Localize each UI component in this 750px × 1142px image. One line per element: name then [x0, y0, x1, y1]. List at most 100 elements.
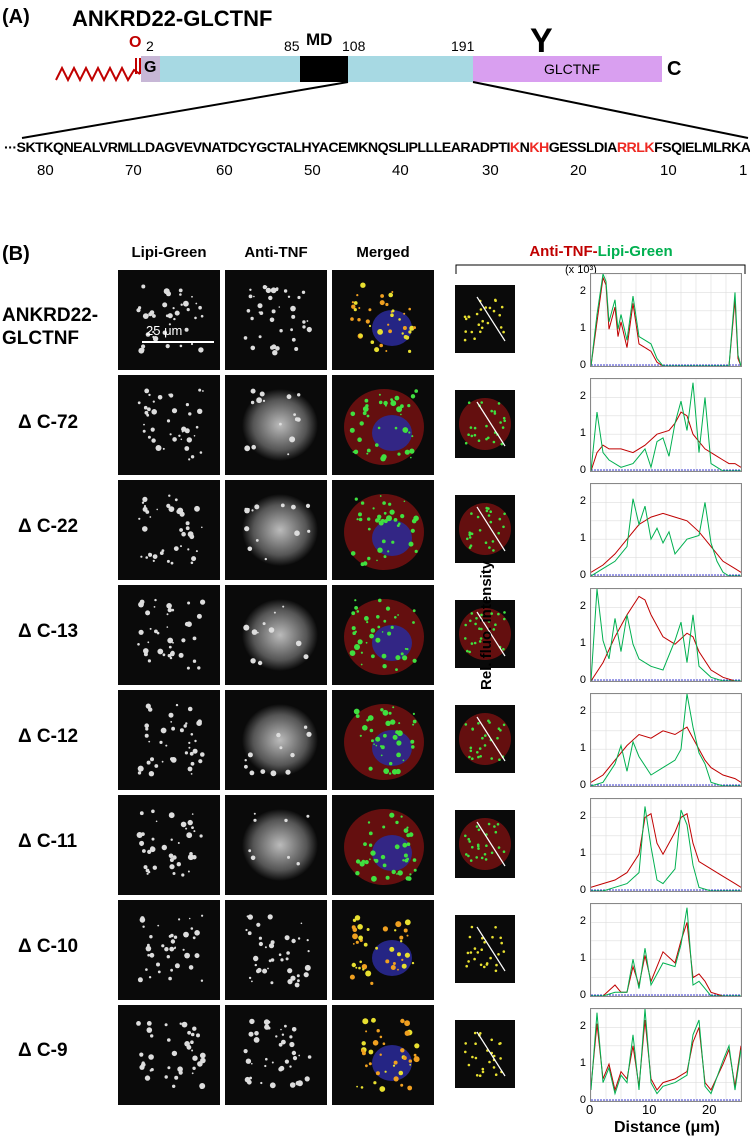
- seq-seg-6: FSQIELMLRKAL: [654, 140, 750, 156]
- profile-plot-svg-0: [590, 272, 742, 367]
- ytick-label: 0: [579, 569, 586, 581]
- row-label-0: ANKRD22- GLCTNF: [2, 304, 98, 350]
- profile-header: Anti-TNF-Lipi-Green: [455, 243, 747, 260]
- c-terminus-label: C: [667, 58, 682, 80]
- zoom-line-left: [21, 81, 349, 139]
- g-residue-box: [141, 56, 160, 82]
- ytick-label: 2: [579, 705, 586, 718]
- micrograph-merged-row-5: [332, 795, 434, 895]
- lipi-series-line-3: [590, 588, 741, 682]
- pos-191: 191: [451, 38, 475, 54]
- profile-plot-3: [590, 588, 742, 682]
- lipi-series-line-7: [590, 1008, 742, 1096]
- lipi-series-line-1: [590, 382, 741, 472]
- y-axis-label: Rel. fluo. intensity: [478, 560, 495, 690]
- ytick-label: 0: [579, 989, 586, 1001]
- micrograph-lipi-green-row-5: [118, 795, 220, 895]
- micrograph-anti-tnf-row-6: [225, 900, 327, 1000]
- row-label-2: Δ C-22: [18, 516, 79, 537]
- seq-num-1: 1: [739, 162, 748, 179]
- ytick-label: 0: [579, 779, 586, 791]
- profile-header-tnf: Anti-TNF-: [529, 243, 598, 260]
- row-label-6: Δ C-10: [18, 936, 79, 957]
- ytick-label: 1: [579, 952, 586, 965]
- seq-num-80: 80: [37, 162, 54, 179]
- ytick-label: 2: [579, 810, 586, 823]
- profile-bracket: [455, 264, 746, 274]
- sequence-prefix: ···: [4, 140, 17, 156]
- micrograph-merged-row-3: [332, 585, 434, 685]
- roi-image-row-4: [455, 705, 515, 773]
- micrograph-anti-tnf-row-5: [225, 795, 327, 895]
- profile-plot-svg-6: [590, 903, 742, 997]
- seq-seg-5: RRLK: [616, 140, 655, 156]
- panel-b-label: (B): [2, 243, 30, 265]
- scale-bar-label: 25 μm: [146, 323, 183, 338]
- ankrd22-domain: [160, 56, 300, 82]
- row-label-5: Δ C-11: [18, 831, 78, 852]
- pos-2: 2: [146, 38, 154, 54]
- ytick-label: 0: [579, 464, 586, 476]
- zoom-line-right: [472, 81, 749, 139]
- glycosylation-y-label: Y: [530, 22, 553, 60]
- construct-title: ANKRD22-GLCTNF: [72, 6, 273, 31]
- micrograph-lipi-green-row-6: [118, 900, 220, 1000]
- ytick-label: 2: [579, 390, 586, 403]
- seq-seg-3: KH: [529, 140, 549, 156]
- g-label: G: [144, 59, 157, 76]
- micrograph-anti-tnf-row-0: [225, 270, 327, 370]
- micrograph-lipi-green-row-1: [118, 375, 220, 475]
- seq-num-70: 70: [125, 162, 142, 179]
- micrograph-merged-row-1: [332, 375, 434, 475]
- ytick-label: 1: [579, 847, 586, 860]
- seq-num-40: 40: [392, 162, 409, 179]
- xtick-label: 20: [702, 1102, 717, 1117]
- ytick-label: 0: [579, 674, 586, 686]
- row-label-7: Δ C-9: [18, 1040, 68, 1061]
- row-label-4: Δ C-12: [18, 726, 79, 747]
- profile-header-lipi: Lipi-Green: [597, 243, 673, 260]
- row-label-0-line2: GLCTNF: [2, 328, 80, 349]
- roi-image-row-6: [455, 915, 515, 983]
- lipi-series-line-2: [590, 498, 741, 577]
- profile-plot-7: [590, 1008, 742, 1102]
- row-label-0-line1: ANKRD22-: [2, 305, 99, 326]
- carbonyl-o-label: O: [129, 34, 142, 51]
- profile-plot-svg-2: [590, 483, 742, 577]
- profile-plot-svg-1: [590, 378, 742, 472]
- roi-line-6: [476, 926, 506, 972]
- profile-plot-svg-4: [590, 693, 742, 787]
- md-domain: [300, 56, 348, 82]
- col-head-merged: Merged: [356, 244, 410, 261]
- glctnf-label: GLCTNF: [544, 61, 600, 77]
- col-head-anti-tnf: Anti-TNF: [244, 244, 308, 261]
- roi-image-row-1: [455, 390, 515, 458]
- ytick-label: 1: [579, 532, 586, 545]
- roi-line-7: [476, 1031, 506, 1077]
- xtick-label: 0: [586, 1102, 594, 1117]
- pos-108: 108: [342, 38, 366, 54]
- roi-line-3: [476, 611, 506, 657]
- profile-plot-0: [590, 272, 742, 367]
- roi-line-1: [476, 401, 506, 447]
- profile-plot-4: [590, 693, 742, 787]
- panel-a-label: (A): [2, 6, 30, 28]
- ytick-label: 2: [579, 1020, 586, 1033]
- micrograph-lipi-green-row-2: [118, 480, 220, 580]
- ankrd22-domain-2: [348, 56, 473, 82]
- profile-plot-svg-7: [590, 1008, 742, 1102]
- ytick-label: 1: [579, 637, 586, 650]
- seq-num-30: 30: [482, 162, 499, 179]
- micrograph-merged-row-2: [332, 480, 434, 580]
- seq-seg-2: N: [519, 140, 530, 156]
- seq-seg-1: K: [509, 140, 520, 156]
- x10-label: (x 10³): [565, 264, 597, 276]
- micrograph-merged-row-0: [332, 270, 434, 370]
- ytick-label: 0: [579, 1094, 586, 1106]
- micrograph-anti-tnf-row-2: [225, 480, 327, 580]
- profile-plot-svg-5: [590, 798, 742, 892]
- md-label: MD: [306, 30, 333, 49]
- sequence-line: ···SKTKQNEALVRMLLDAGVEVNATDCYGCTALHYACEM…: [4, 140, 750, 156]
- xtick-label: 10: [642, 1102, 657, 1117]
- micrograph-anti-tnf-row-7: [225, 1005, 327, 1105]
